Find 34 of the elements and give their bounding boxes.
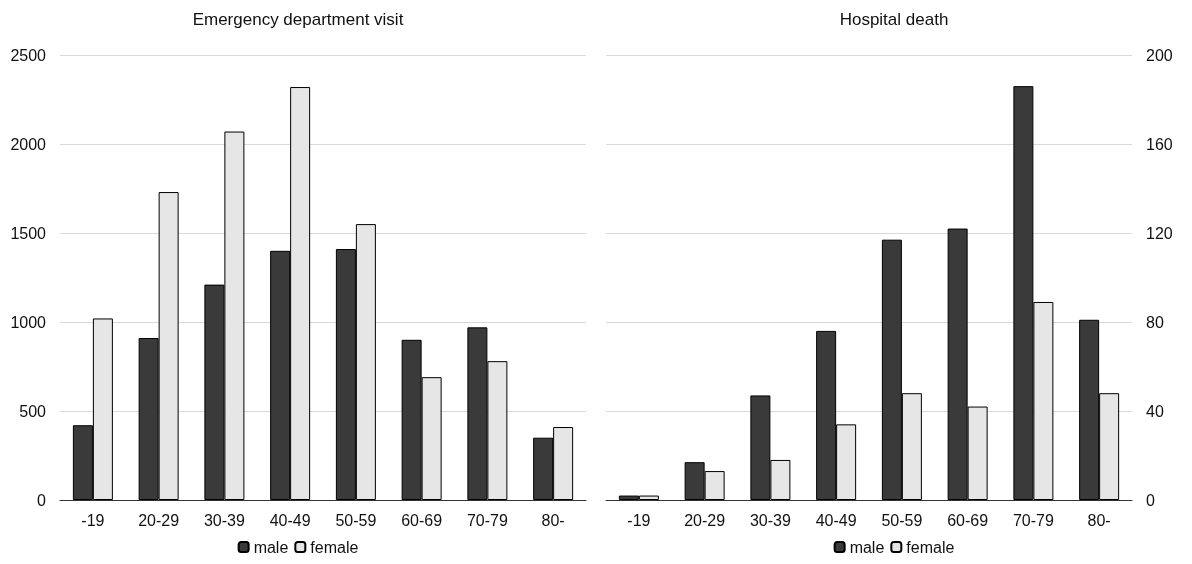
y-tick-label: 500 — [19, 402, 47, 420]
x-tick-label: 80- — [1087, 511, 1111, 529]
y-tick-label: 1500 — [10, 224, 47, 242]
chart-title: Hospital death — [839, 10, 949, 29]
x-tick-label: 70-79 — [1012, 511, 1054, 529]
legend-label: male — [253, 538, 289, 556]
y-tick-label: 0 — [1146, 491, 1155, 509]
y-tick-label: 160 — [1146, 135, 1173, 153]
y-tick-label: 200 — [1146, 46, 1173, 64]
x-tick-label: 60-69 — [947, 511, 989, 529]
x-tick-label: 80- — [541, 511, 565, 529]
x-tick-label: 20-29 — [684, 511, 726, 529]
x-tick-label: -19 — [627, 511, 651, 529]
y-tick-label: 120 — [1146, 224, 1173, 242]
x-tick-label: 20-29 — [138, 511, 180, 529]
legend-label: female — [906, 538, 955, 556]
y-tick-label: 40 — [1146, 402, 1164, 420]
legend-label: female — [310, 538, 359, 556]
x-tick-label: 70-79 — [466, 511, 508, 529]
x-tick-label: 40-49 — [815, 511, 857, 529]
y-tick-label: 80 — [1146, 313, 1164, 331]
y-tick-label: 0 — [37, 491, 47, 509]
y-tick-label: 1000 — [10, 313, 47, 331]
x-tick-label: -19 — [81, 511, 105, 529]
legend-label: male — [849, 538, 885, 556]
y-tick-label: 2000 — [10, 135, 47, 153]
x-tick-label: 40-49 — [269, 511, 311, 529]
x-tick-label: 60-69 — [401, 511, 443, 529]
y-tick-label: 2500 — [10, 46, 47, 64]
x-tick-label: 50-59 — [881, 511, 923, 529]
x-tick-label: 30-39 — [203, 511, 245, 529]
x-tick-label: 50-59 — [335, 511, 377, 529]
x-tick-label: 30-39 — [749, 511, 791, 529]
chart-title: Emergency department visit — [192, 10, 404, 29]
